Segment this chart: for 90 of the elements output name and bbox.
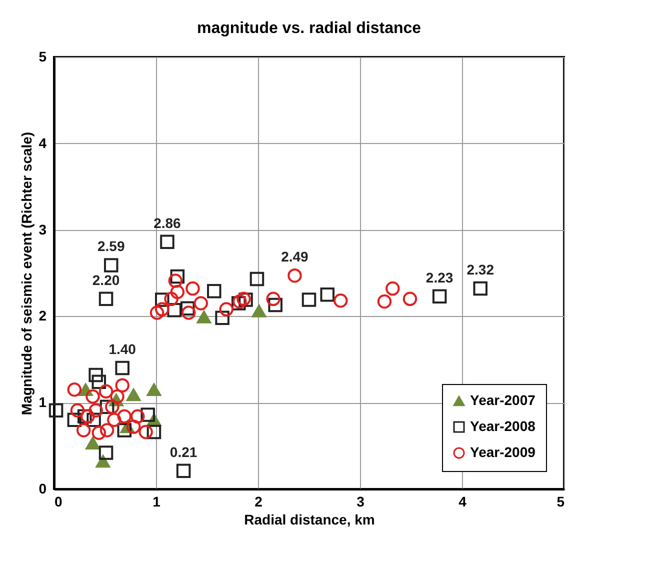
legend-label: Year-2007 bbox=[470, 392, 536, 408]
x-tick-label: 4 bbox=[458, 494, 467, 510]
point bbox=[252, 304, 266, 318]
legend-label: Year-2009 bbox=[470, 444, 536, 460]
point bbox=[92, 426, 106, 440]
annotation: 2.59 bbox=[97, 238, 125, 254]
point bbox=[333, 294, 348, 308]
annotation: 2.20 bbox=[92, 272, 120, 288]
y-tick-label: 1 bbox=[38, 394, 47, 410]
point bbox=[98, 292, 114, 306]
point bbox=[250, 272, 264, 286]
point bbox=[117, 423, 132, 438]
x-tick-label: 3 bbox=[356, 494, 365, 510]
point bbox=[180, 301, 195, 316]
point bbox=[105, 400, 120, 414]
point bbox=[88, 403, 103, 418]
point bbox=[86, 389, 100, 404]
point bbox=[80, 409, 95, 424]
point bbox=[219, 302, 234, 316]
point bbox=[126, 388, 141, 402]
point bbox=[70, 403, 85, 418]
point bbox=[207, 284, 222, 298]
point bbox=[107, 412, 122, 427]
point bbox=[138, 424, 153, 440]
point bbox=[432, 289, 447, 304]
point bbox=[86, 436, 100, 450]
annotation: 2.32 bbox=[466, 262, 494, 278]
point bbox=[154, 292, 170, 307]
point bbox=[67, 382, 82, 397]
point bbox=[86, 412, 101, 428]
point bbox=[288, 268, 302, 283]
y-tick-label: 5 bbox=[38, 48, 47, 64]
point bbox=[76, 423, 91, 438]
point bbox=[115, 360, 130, 376]
y-axis-title: Magnitude of seismic event (Richter scale) bbox=[18, 132, 35, 416]
point bbox=[164, 292, 178, 306]
point bbox=[146, 383, 162, 396]
point bbox=[160, 234, 174, 250]
point bbox=[302, 292, 316, 307]
point bbox=[386, 281, 400, 296]
point bbox=[98, 446, 114, 460]
point bbox=[176, 464, 191, 478]
point bbox=[146, 424, 162, 440]
point bbox=[48, 403, 64, 418]
point bbox=[215, 310, 230, 326]
y-tick-label: 3 bbox=[38, 221, 47, 238]
point bbox=[473, 281, 488, 296]
point bbox=[100, 400, 114, 414]
point bbox=[67, 412, 82, 428]
point bbox=[266, 292, 280, 306]
point bbox=[126, 420, 141, 434]
x-axis-title: Radial distance, km bbox=[244, 512, 375, 528]
point bbox=[170, 269, 185, 284]
point bbox=[92, 374, 106, 389]
point bbox=[117, 409, 132, 424]
y-tick-label: 2 bbox=[38, 308, 47, 324]
point bbox=[150, 306, 164, 320]
x-tick-label: 5 bbox=[556, 494, 565, 510]
point bbox=[196, 310, 212, 324]
point bbox=[115, 378, 130, 392]
point bbox=[402, 292, 418, 306]
point bbox=[320, 287, 334, 302]
y-tick-label: 0 bbox=[38, 480, 47, 496]
point bbox=[268, 298, 282, 312]
point bbox=[170, 284, 185, 300]
annotation: 2.86 bbox=[154, 214, 182, 231]
y-tick-label: 4 bbox=[38, 134, 47, 151]
point bbox=[154, 302, 170, 316]
point bbox=[110, 389, 124, 404]
annotation: 0.21 bbox=[170, 444, 198, 460]
point bbox=[98, 384, 114, 398]
point bbox=[194, 296, 208, 310]
point bbox=[104, 258, 118, 272]
point bbox=[130, 409, 145, 424]
point bbox=[182, 306, 196, 320]
point bbox=[186, 281, 200, 296]
chart-title: magnitude vs. radial distance bbox=[196, 20, 422, 37]
point bbox=[167, 303, 182, 318]
annotation: 2.49 bbox=[281, 248, 309, 265]
annotation: 2.23 bbox=[426, 269, 454, 286]
legend-label: Year-2008 bbox=[470, 418, 536, 434]
annotation: 1.40 bbox=[108, 341, 136, 358]
x-tick-label: 0 bbox=[54, 494, 62, 510]
point bbox=[168, 274, 183, 288]
point bbox=[377, 294, 392, 309]
x-tick-label: 2 bbox=[254, 494, 263, 510]
point bbox=[100, 423, 114, 438]
x-tick-label: 1 bbox=[152, 494, 161, 510]
point bbox=[140, 408, 155, 422]
point bbox=[88, 368, 103, 382]
